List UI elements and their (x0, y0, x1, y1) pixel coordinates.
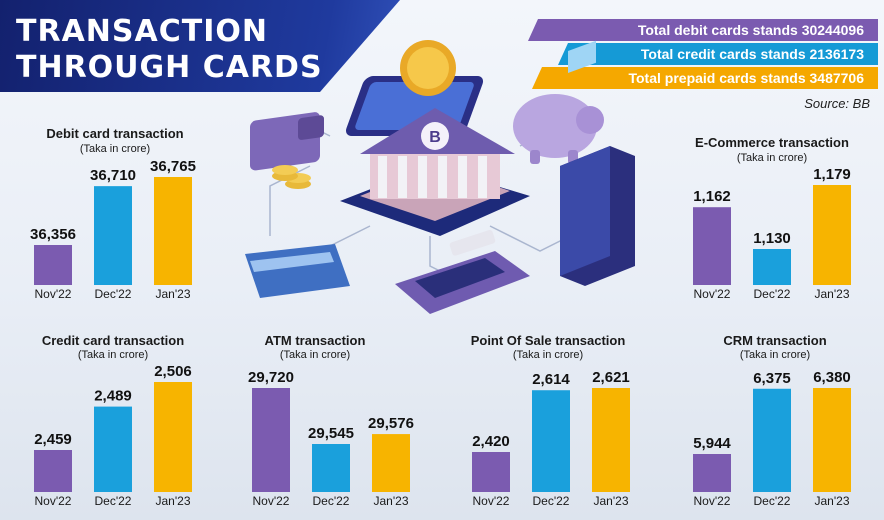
credit-card-icon (245, 244, 350, 298)
source-note: Source: BB (804, 96, 870, 111)
atm-value-label-2: 29,545 (308, 425, 354, 442)
main-title-line-2: THROUGH CARDS (16, 50, 323, 85)
card-terminal-icon (395, 230, 530, 314)
main-title-line-1: TRANSACTION (16, 14, 268, 49)
point-of-sale-bar-1 (472, 452, 510, 492)
crm-value-label-1: 5,944 (693, 435, 731, 452)
credit-card-value-label-2: 2,489 (94, 388, 132, 405)
card-total-badge-3: Total prepaid cards stands 3487706 (532, 67, 878, 89)
e-commerce-category-label-1: Nov'22 (694, 287, 731, 301)
crm-bar-2 (753, 388, 791, 492)
credit-card-bar-2 (94, 406, 132, 492)
svg-text:B: B (429, 129, 441, 146)
debit-card-bar-2 (94, 186, 132, 285)
crm-category-label-1: Nov'22 (694, 494, 731, 508)
gold-coin-icon (400, 40, 456, 96)
crm-chart-subtitle: (Taka in crore) (740, 349, 810, 361)
coins-stack-icon (272, 165, 311, 189)
atm-bar-3 (372, 434, 410, 492)
banking-illustration: B (245, 40, 635, 314)
e-commerce-value-label-3: 1,179 (813, 166, 851, 183)
credit-card-bar-3 (154, 382, 192, 492)
debit-card-bar-1 (34, 245, 72, 285)
point-of-sale-category-label-2: Dec'22 (533, 494, 570, 508)
debit-card-chart-title: Debit card transaction (46, 126, 183, 141)
atm-chart-title: ATM transaction (265, 333, 366, 348)
atm-category-label-3: Jan'23 (374, 494, 409, 508)
debit-card-category-label-2: Dec'22 (95, 287, 132, 301)
e-commerce-category-label-2: Dec'22 (754, 287, 791, 301)
crm-value-label-3: 6,380 (813, 369, 851, 386)
atm-machine-icon (560, 40, 635, 286)
wallet-icon (250, 112, 324, 171)
crm-category-label-2: Dec'22 (754, 494, 791, 508)
crm-value-label-2: 6,375 (753, 370, 791, 387)
e-commerce-value-label-2: 1,130 (753, 230, 791, 247)
point-of-sale-category-label-1: Nov'22 (473, 494, 510, 508)
point-of-sale-bar-2 (532, 390, 570, 492)
point-of-sale-value-label-1: 2,420 (472, 433, 510, 450)
debit-card-value-label-3: 36,765 (150, 158, 196, 175)
credit-card-value-label-1: 2,459 (34, 431, 72, 448)
point-of-sale-value-label-3: 2,621 (592, 369, 630, 386)
atm-value-label-1: 29,720 (248, 369, 294, 386)
credit-card-chart-subtitle: (Taka in crore) (78, 349, 148, 361)
atm-category-label-1: Nov'22 (253, 494, 290, 508)
credit-card-category-label-3: Jan'23 (156, 494, 191, 508)
credit-card-category-label-1: Nov'22 (35, 494, 72, 508)
e-commerce-chart-title: E-Commerce transaction (695, 135, 849, 150)
crm-category-label-3: Jan'23 (815, 494, 850, 508)
debit-card-category-label-3: Jan'23 (156, 287, 191, 301)
crm-bar-3 (813, 388, 851, 492)
e-commerce-bar-2 (753, 249, 791, 285)
atm-chart-subtitle: (Taka in crore) (280, 349, 350, 361)
e-commerce-bar-3 (813, 185, 851, 285)
debit-card-chart-subtitle: (Taka in crore) (80, 143, 150, 155)
atm-category-label-2: Dec'22 (313, 494, 350, 508)
point-of-sale-chart-title: Point Of Sale transaction (471, 333, 626, 348)
atm-bar-1 (252, 388, 290, 492)
card-total-badge-2: Total credit cards stands 2136173 (558, 43, 878, 65)
card-total-badge-1: Total debit cards stands 30244096 (528, 19, 878, 41)
crm-chart-title: CRM transaction (723, 333, 826, 348)
debit-card-value-label-1: 36,356 (30, 226, 76, 243)
point-of-sale-bar-3 (592, 388, 630, 492)
bank-building-icon: B (340, 108, 530, 236)
e-commerce-category-label-3: Jan'23 (815, 287, 850, 301)
point-of-sale-value-label-2: 2,614 (532, 371, 570, 388)
credit-card-bar-1 (34, 450, 72, 492)
credit-card-chart-title: Credit card transaction (42, 333, 184, 348)
point-of-sale-category-label-3: Jan'23 (594, 494, 629, 508)
e-commerce-bar-1 (693, 207, 731, 285)
debit-card-bar-3 (154, 177, 192, 285)
debit-card-value-label-2: 36,710 (90, 167, 136, 184)
point-of-sale-chart-subtitle: (Taka in crore) (513, 349, 583, 361)
e-commerce-value-label-1: 1,162 (693, 188, 731, 205)
debit-card-category-label-1: Nov'22 (35, 287, 72, 301)
atm-bar-2 (312, 444, 350, 492)
credit-card-value-label-3: 2,506 (154, 363, 192, 380)
atm-value-label-3: 29,576 (368, 415, 414, 432)
credit-card-category-label-2: Dec'22 (95, 494, 132, 508)
e-commerce-chart-subtitle: (Taka in crore) (737, 152, 807, 164)
crm-bar-1 (693, 454, 731, 492)
